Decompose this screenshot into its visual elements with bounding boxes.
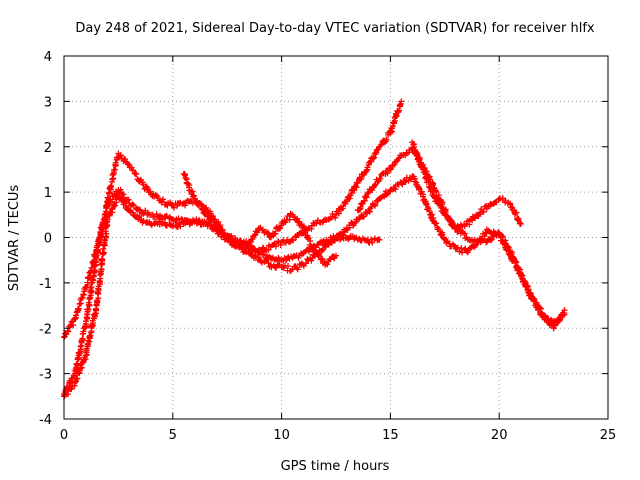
x-axis-label: GPS time / hours — [281, 459, 390, 474]
axis-ticks: 0 5 10 15 20 25 -4 -3 -2 -1 0 1 2 3 4 — [39, 50, 616, 443]
y-axis-label: SDTVAR / TECUs — [7, 185, 22, 292]
x-tick-label: 25 — [600, 428, 617, 443]
series-track-6 — [180, 170, 339, 268]
data-points — [61, 98, 568, 400]
y-tick-label: 1 — [44, 186, 52, 201]
y-tick-label: -3 — [39, 368, 52, 383]
series-track-5 — [409, 139, 524, 232]
y-tick-label: 3 — [44, 95, 52, 110]
x-tick-label: 5 — [169, 428, 177, 443]
x-tick-label: 0 — [60, 428, 68, 443]
series-markers — [61, 100, 404, 340]
series-track-4 — [354, 145, 568, 332]
chart-title: Day 248 of 2021, Sidereal Day-to-day VTE… — [75, 21, 595, 36]
series-markers — [355, 145, 568, 331]
series-markers — [181, 171, 338, 268]
y-tick-label: 4 — [44, 50, 52, 65]
x-tick-label: 10 — [273, 428, 290, 443]
x-tick-label: 20 — [491, 428, 508, 443]
y-tick-label: 2 — [44, 141, 52, 156]
y-tick-label: -1 — [39, 277, 52, 292]
series-markers — [410, 141, 524, 231]
y-tick-label: 0 — [44, 232, 52, 247]
x-tick-label: 15 — [382, 428, 399, 443]
y-tick-label: -4 — [39, 413, 52, 428]
y-tick-label: -2 — [39, 322, 52, 337]
series-track-1 — [61, 98, 405, 341]
